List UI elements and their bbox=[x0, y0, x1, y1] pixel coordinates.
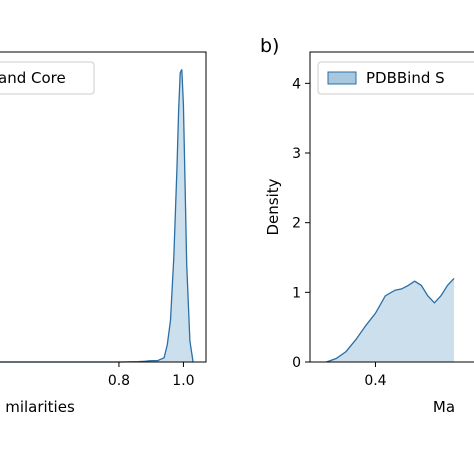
legend-label: PDBBind S bbox=[366, 69, 445, 87]
legend-label: and Core bbox=[0, 69, 66, 87]
axes-frame bbox=[0, 51, 207, 363]
x-tick-label: 0.8 bbox=[108, 373, 130, 389]
x-tick-label: 1.0 bbox=[172, 373, 194, 389]
x-tick-label: 0.4 bbox=[364, 373, 386, 389]
panel-a: 0.8 1.0 milarities and Core bbox=[0, 51, 207, 416]
y-tick-label: 0 bbox=[292, 355, 301, 371]
y-axis-label: Density bbox=[264, 178, 282, 235]
x-axis-label: Ma bbox=[433, 398, 455, 416]
x-axis-label: milarities bbox=[5, 398, 75, 416]
panel-b: 0.4 0 1 2 3 4 Ma Density b) PDBBind S bbox=[260, 35, 474, 416]
density-line-0 bbox=[326, 277, 455, 363]
y-tick-label: 3 bbox=[292, 146, 301, 162]
density-area-0 bbox=[0, 69, 194, 362]
legend-box bbox=[317, 61, 474, 95]
density-area-0 bbox=[326, 278, 454, 362]
density-line-0 bbox=[0, 69, 194, 363]
y-tick-label: 4 bbox=[292, 76, 301, 92]
y-tick-label: 2 bbox=[292, 216, 301, 232]
legend-box bbox=[0, 61, 95, 95]
axes-frame bbox=[309, 51, 474, 363]
legend-swatch bbox=[327, 71, 357, 85]
y-tick-label: 1 bbox=[292, 285, 301, 301]
panel-label: b) bbox=[260, 35, 279, 57]
